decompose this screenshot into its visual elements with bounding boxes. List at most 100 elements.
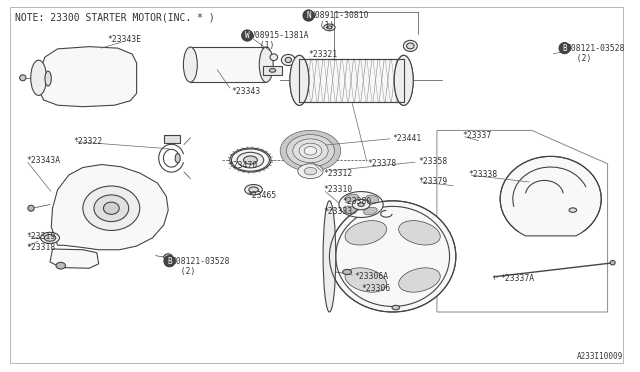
Ellipse shape xyxy=(345,268,387,292)
Ellipse shape xyxy=(244,185,262,195)
Text: (2): (2) xyxy=(566,54,591,63)
Ellipse shape xyxy=(94,195,129,222)
Text: *23343: *23343 xyxy=(232,87,260,96)
Ellipse shape xyxy=(40,232,60,243)
Text: *23319: *23319 xyxy=(26,231,55,241)
Text: *23306: *23306 xyxy=(361,284,390,293)
Polygon shape xyxy=(51,164,168,250)
Polygon shape xyxy=(50,249,99,268)
Ellipse shape xyxy=(339,192,383,218)
Text: *23379: *23379 xyxy=(418,177,447,186)
Ellipse shape xyxy=(342,269,351,275)
Text: *23380: *23380 xyxy=(342,197,371,206)
Ellipse shape xyxy=(399,268,440,292)
Ellipse shape xyxy=(292,139,328,163)
Ellipse shape xyxy=(45,71,51,86)
Ellipse shape xyxy=(249,187,259,192)
Ellipse shape xyxy=(394,55,413,105)
Ellipse shape xyxy=(569,208,577,212)
Ellipse shape xyxy=(364,207,377,215)
Text: *23337: *23337 xyxy=(462,131,492,141)
Ellipse shape xyxy=(44,235,56,241)
Ellipse shape xyxy=(304,147,317,155)
Ellipse shape xyxy=(285,57,291,62)
Ellipse shape xyxy=(299,143,322,158)
Ellipse shape xyxy=(280,130,341,171)
Text: *23465: *23465 xyxy=(247,191,276,200)
Ellipse shape xyxy=(345,221,387,245)
Text: (2): (2) xyxy=(172,267,196,276)
Ellipse shape xyxy=(259,47,273,82)
Ellipse shape xyxy=(330,201,456,312)
Text: B: B xyxy=(167,257,172,266)
Ellipse shape xyxy=(269,68,276,72)
Ellipse shape xyxy=(345,194,358,202)
Ellipse shape xyxy=(394,55,413,105)
Ellipse shape xyxy=(290,55,309,105)
Text: *23343E: *23343E xyxy=(107,35,141,44)
Text: *23343A: *23343A xyxy=(26,155,60,164)
Text: *23310: *23310 xyxy=(323,185,353,194)
Text: N08911-30810: N08911-30810 xyxy=(310,11,369,20)
Ellipse shape xyxy=(327,26,332,29)
Ellipse shape xyxy=(237,152,264,168)
Ellipse shape xyxy=(270,54,278,61)
Ellipse shape xyxy=(392,305,399,310)
Text: *23358: *23358 xyxy=(418,157,447,166)
Text: *23321: *23321 xyxy=(308,50,338,59)
Ellipse shape xyxy=(365,195,379,203)
Bar xyxy=(190,47,266,82)
Text: B08121-03528: B08121-03528 xyxy=(566,44,625,53)
Ellipse shape xyxy=(323,201,336,312)
Ellipse shape xyxy=(610,260,615,265)
Text: *23318: *23318 xyxy=(26,243,55,252)
Bar xyxy=(300,59,404,102)
Ellipse shape xyxy=(164,254,173,260)
Ellipse shape xyxy=(175,154,180,163)
Ellipse shape xyxy=(324,24,335,31)
Ellipse shape xyxy=(230,148,271,172)
Text: W: W xyxy=(245,31,250,40)
Text: (1): (1) xyxy=(310,21,335,30)
Text: N: N xyxy=(307,11,311,20)
Bar xyxy=(300,59,404,102)
Ellipse shape xyxy=(352,199,370,210)
Text: B: B xyxy=(563,44,567,52)
Text: NOTE: 23300 STARTER MOTOR(INC. * ): NOTE: 23300 STARTER MOTOR(INC. * ) xyxy=(15,13,214,23)
Ellipse shape xyxy=(282,54,295,65)
Polygon shape xyxy=(500,157,601,236)
Text: *23306A: *23306A xyxy=(355,272,389,281)
Ellipse shape xyxy=(406,43,414,49)
Ellipse shape xyxy=(344,206,356,214)
Text: (1): (1) xyxy=(250,41,275,51)
Bar xyxy=(263,65,282,75)
Ellipse shape xyxy=(20,75,26,81)
Text: A233I10009: A233I10009 xyxy=(577,352,623,361)
Text: B08121-03528: B08121-03528 xyxy=(172,257,230,266)
Text: W08915-1381A: W08915-1381A xyxy=(250,31,309,41)
Text: *23338: *23338 xyxy=(468,170,498,179)
Text: *23333: *23333 xyxy=(323,207,353,216)
Text: *23470: *23470 xyxy=(228,161,257,170)
Ellipse shape xyxy=(31,60,47,95)
Ellipse shape xyxy=(403,40,417,51)
Ellipse shape xyxy=(83,186,140,231)
Text: *23441: *23441 xyxy=(393,134,422,143)
Text: *23378: *23378 xyxy=(367,159,397,168)
Polygon shape xyxy=(38,46,136,107)
Text: *23312: *23312 xyxy=(323,169,353,177)
Bar xyxy=(164,135,180,142)
Ellipse shape xyxy=(28,205,34,211)
Ellipse shape xyxy=(304,167,317,175)
Ellipse shape xyxy=(290,55,309,105)
Text: *23337A: *23337A xyxy=(500,274,534,283)
Ellipse shape xyxy=(243,156,257,164)
Ellipse shape xyxy=(287,135,335,167)
Ellipse shape xyxy=(184,47,197,82)
Ellipse shape xyxy=(298,164,323,179)
Ellipse shape xyxy=(399,221,440,245)
Text: *23322: *23322 xyxy=(74,137,102,146)
Ellipse shape xyxy=(358,203,364,206)
Ellipse shape xyxy=(56,262,65,269)
Ellipse shape xyxy=(104,202,119,214)
